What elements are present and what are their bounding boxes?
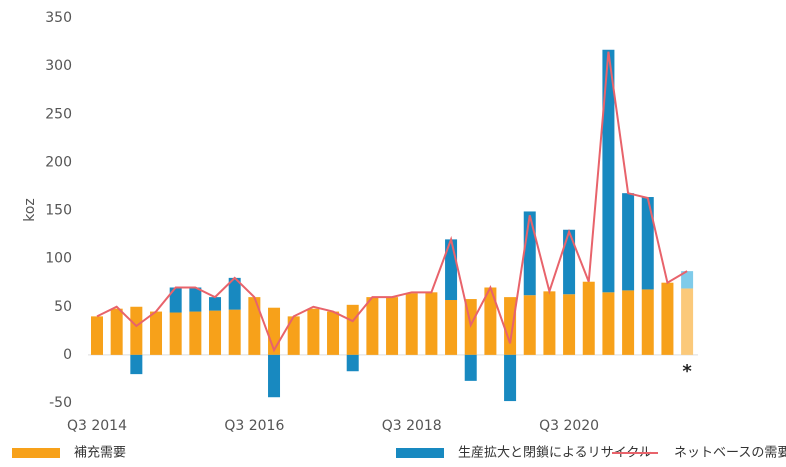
bar xyxy=(582,281,595,355)
bar xyxy=(622,290,635,355)
bar xyxy=(484,287,497,355)
bar xyxy=(189,311,202,355)
bar xyxy=(386,297,399,355)
bar xyxy=(563,229,576,295)
bar xyxy=(228,277,241,310)
bar xyxy=(622,193,635,291)
bar xyxy=(287,316,300,355)
legend-swatch xyxy=(12,448,60,458)
bar xyxy=(661,282,674,355)
bar xyxy=(346,304,359,355)
bar xyxy=(602,292,615,355)
y-tick-label: 300 xyxy=(45,58,72,74)
legend-swatch xyxy=(396,448,444,458)
y-tick-label: 250 xyxy=(45,106,72,122)
legend-label: 補充需要 xyxy=(74,445,126,461)
y-tick-label: 50 xyxy=(54,299,72,315)
line xyxy=(96,51,688,353)
y-tick-label: 100 xyxy=(45,251,72,267)
bar xyxy=(209,297,222,311)
bar xyxy=(681,288,694,355)
y-axis-label: koz xyxy=(22,198,38,222)
bar xyxy=(189,287,202,312)
bar xyxy=(563,294,576,355)
bar xyxy=(209,310,222,355)
bar xyxy=(543,291,556,355)
bar xyxy=(504,297,517,355)
x-tick-label: Q3 2014 xyxy=(67,418,127,434)
bar xyxy=(366,297,379,355)
x-tick-label: Q3 2018 xyxy=(382,418,442,434)
bar xyxy=(641,197,654,290)
y-tick-label: 350 xyxy=(45,10,72,26)
bar xyxy=(228,309,241,355)
bar xyxy=(130,306,143,355)
bar xyxy=(268,354,281,398)
bar xyxy=(150,311,163,355)
bar xyxy=(641,289,654,355)
bar xyxy=(307,308,320,355)
bar xyxy=(91,316,103,355)
bar xyxy=(681,271,694,289)
bar xyxy=(110,308,123,355)
bar xyxy=(523,211,536,296)
y-tick-label: 150 xyxy=(45,203,72,219)
bar xyxy=(169,312,182,355)
annotation: * xyxy=(682,361,692,382)
y-tick-label: 0 xyxy=(63,347,72,363)
bar xyxy=(523,295,536,355)
y-tick-label: 200 xyxy=(45,154,72,170)
bar xyxy=(346,354,359,372)
bar xyxy=(464,354,477,381)
bar xyxy=(327,311,340,355)
bar xyxy=(405,293,418,355)
y-tick-label: -50 xyxy=(49,395,72,411)
bar xyxy=(169,287,182,313)
x-tick-label: Q3 2020 xyxy=(539,418,599,434)
bar xyxy=(504,354,517,402)
x-tick-label: Q3 2016 xyxy=(224,418,284,434)
bar xyxy=(602,49,615,293)
bar xyxy=(425,292,438,355)
bar xyxy=(130,354,143,375)
legend-label: 生産拡大と閉鎖によるリサイクル xyxy=(458,445,652,461)
bar xyxy=(445,300,458,355)
bar xyxy=(248,297,261,355)
legend-label: ネットベースの需要 xyxy=(674,446,786,461)
